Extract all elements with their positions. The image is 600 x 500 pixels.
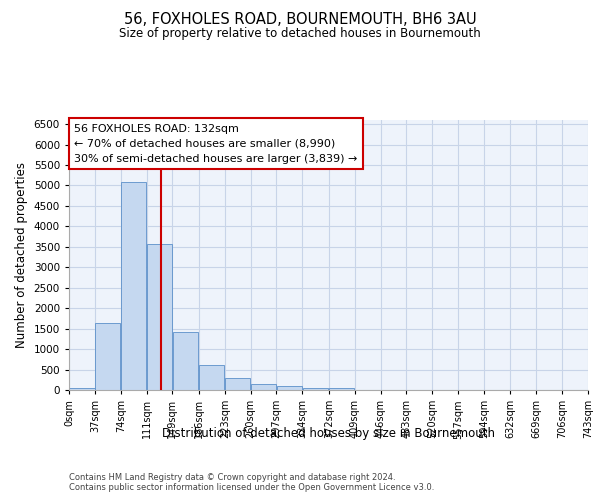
Y-axis label: Number of detached properties: Number of detached properties	[15, 162, 28, 348]
Bar	[121, 182, 146, 390]
Text: Distribution of detached houses by size in Bournemouth: Distribution of detached houses by size …	[162, 428, 496, 440]
Bar	[302, 388, 328, 390]
Bar	[147, 244, 172, 390]
Text: 56, FOXHOLES ROAD, BOURNEMOUTH, BH6 3AU: 56, FOXHOLES ROAD, BOURNEMOUTH, BH6 3AU	[124, 12, 476, 28]
Text: Contains public sector information licensed under the Open Government Licence v3: Contains public sector information licen…	[69, 482, 434, 492]
Bar	[95, 324, 121, 390]
Bar	[173, 332, 198, 390]
Bar	[199, 364, 224, 390]
Bar	[277, 386, 302, 390]
Bar	[69, 388, 95, 390]
Text: 56 FOXHOLES ROAD: 132sqm
← 70% of detached houses are smaller (8,990)
30% of sem: 56 FOXHOLES ROAD: 132sqm ← 70% of detach…	[74, 124, 358, 164]
Text: Contains HM Land Registry data © Crown copyright and database right 2024.: Contains HM Land Registry data © Crown c…	[69, 472, 395, 482]
Bar	[329, 388, 355, 390]
Bar	[225, 378, 250, 390]
Bar	[251, 384, 276, 390]
Text: Size of property relative to detached houses in Bournemouth: Size of property relative to detached ho…	[119, 28, 481, 40]
